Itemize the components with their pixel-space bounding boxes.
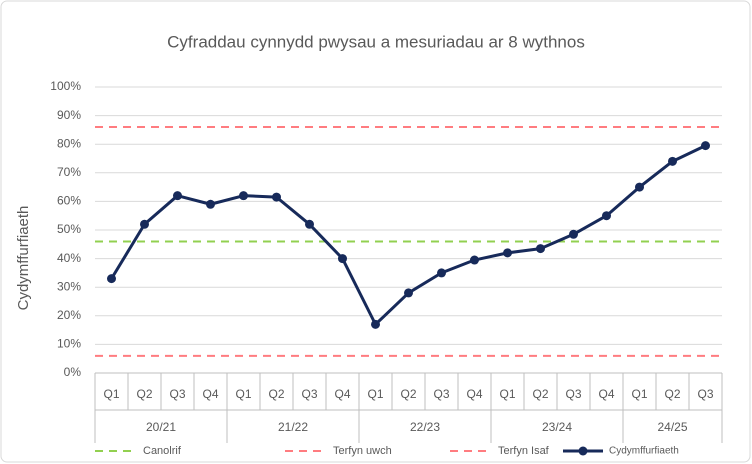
legend-label: Canolrif bbox=[143, 445, 182, 457]
group-label: 24/25 bbox=[657, 420, 687, 434]
data-point bbox=[239, 191, 248, 201]
x-tick-label: Q2 bbox=[664, 387, 680, 401]
x-tick-label: Q4 bbox=[466, 387, 482, 401]
x-tick-label: Q4 bbox=[202, 387, 218, 401]
group-label: 20/21 bbox=[146, 420, 176, 434]
x-tick-label: Q3 bbox=[565, 387, 581, 401]
group-label: 22/23 bbox=[410, 420, 440, 434]
data-point bbox=[338, 254, 347, 264]
x-tick-label: Q2 bbox=[268, 387, 284, 401]
data-point bbox=[305, 219, 314, 229]
x-tick-label: Q2 bbox=[400, 387, 416, 401]
y-tick-label: 30% bbox=[57, 279, 81, 293]
data-point bbox=[272, 192, 281, 202]
legend-marker bbox=[578, 446, 588, 456]
legend-label: Terfyn uwch bbox=[333, 445, 392, 457]
data-point bbox=[173, 191, 182, 201]
x-tick-label: Q1 bbox=[103, 387, 119, 401]
y-tick-label: 90% bbox=[57, 108, 81, 122]
legend-label: Terfyn Isaf bbox=[498, 445, 550, 457]
group-label: 23/24 bbox=[542, 420, 572, 434]
y-tick-label: 70% bbox=[57, 165, 81, 179]
data-point bbox=[635, 182, 644, 192]
data-point bbox=[206, 199, 215, 209]
x-tick-label: Q2 bbox=[532, 387, 548, 401]
x-tick-label: Q4 bbox=[334, 387, 350, 401]
data-point bbox=[404, 288, 413, 298]
y-tick-label: 80% bbox=[57, 136, 81, 150]
data-point bbox=[140, 219, 149, 229]
data-point bbox=[701, 141, 710, 151]
data-point bbox=[437, 268, 446, 278]
x-tick-label: Q1 bbox=[631, 387, 647, 401]
y-tick-label: 100% bbox=[50, 79, 81, 93]
y-tick-label: 10% bbox=[57, 337, 81, 351]
data-point bbox=[371, 319, 380, 329]
y-tick-label: 40% bbox=[57, 251, 81, 265]
group-label: 21/22 bbox=[278, 420, 308, 434]
data-point bbox=[107, 274, 116, 284]
y-tick-label: 0% bbox=[64, 365, 82, 379]
x-tick-label: Q3 bbox=[169, 387, 185, 401]
y-tick-label: 50% bbox=[57, 222, 81, 236]
chart-title: Cyfraddau cynnydd pwysau a mesuriadau ar… bbox=[167, 32, 585, 51]
x-tick-label: Q3 bbox=[697, 387, 713, 401]
data-point bbox=[536, 244, 545, 254]
y-tick-label: 60% bbox=[57, 194, 81, 208]
data-point bbox=[470, 255, 479, 265]
data-point bbox=[668, 156, 677, 166]
x-tick-label: Q4 bbox=[598, 387, 614, 401]
y-tick-label: 20% bbox=[57, 308, 81, 322]
y-axis-label: Cydymffurfiaeth bbox=[15, 206, 32, 311]
legend-label: Cydymffurfiaeth bbox=[609, 446, 679, 457]
data-point bbox=[602, 211, 611, 221]
x-tick-label: Q1 bbox=[499, 387, 515, 401]
x-tick-label: Q3 bbox=[301, 387, 317, 401]
data-point bbox=[503, 248, 512, 258]
x-tick-label: Q1 bbox=[367, 387, 383, 401]
data-point bbox=[569, 229, 578, 239]
x-tick-label: Q2 bbox=[136, 387, 152, 401]
x-tick-label: Q1 bbox=[235, 387, 251, 401]
x-tick-label: Q3 bbox=[433, 387, 449, 401]
